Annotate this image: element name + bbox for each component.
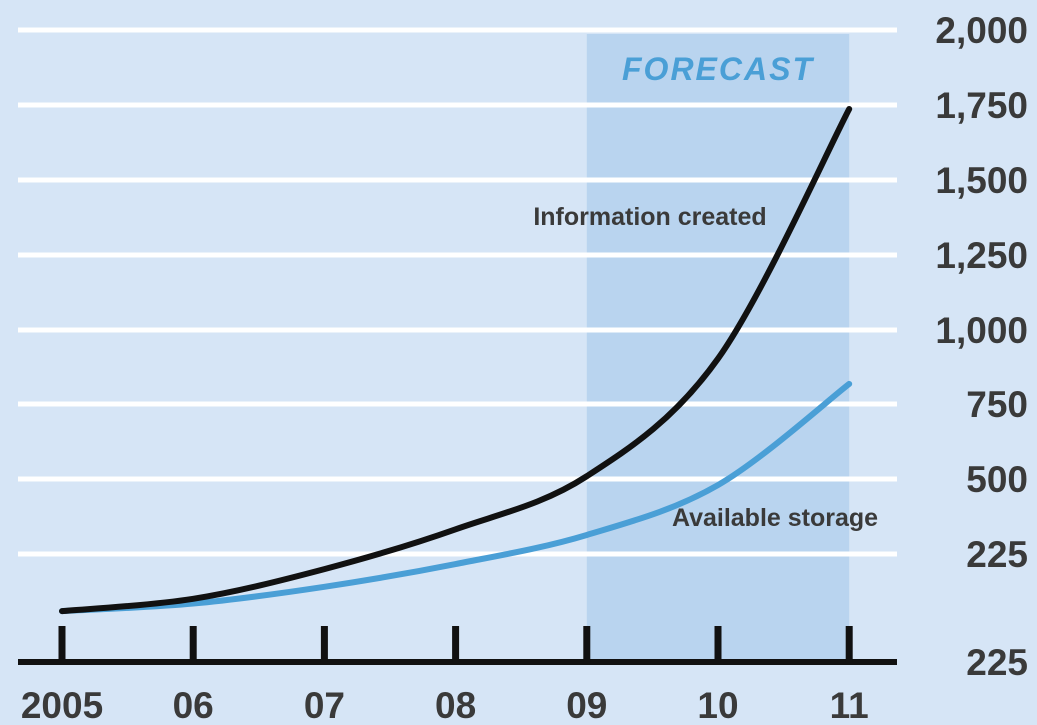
y-tick-label: 1,000 [935,310,1028,351]
x-tick-label: 07 [304,685,345,725]
y-tick-label: 2,000 [935,10,1028,51]
gridlines [18,27,897,557]
series-label: Information created [533,203,766,231]
series-label: Available storage [672,504,878,532]
x-tick-label: 09 [566,685,607,725]
series-line-available-storage [59,380,853,615]
forecast-label: FORECAST [622,51,814,87]
y-tick-label: 1,500 [935,160,1028,201]
x-tick-label: 2005 [21,685,103,725]
y-tick-label: 225 [966,642,1028,683]
x-tick-label: 08 [435,685,476,725]
y-tick-label: 1,250 [935,235,1028,276]
y-tick-label: 225 [966,534,1028,575]
series-layer [59,106,853,615]
forecast-region [586,34,850,662]
x-tick-label: 06 [173,685,214,725]
y-tick-label: 750 [966,384,1028,425]
x-tick-label: 10 [697,685,738,725]
series-line-information-created [59,106,853,615]
y-axis-labels: 2,000 1,750 1,500 1,250 1,000 750 500 225 225 [935,10,1028,683]
y-tick-label: 500 [966,459,1028,500]
x-axis: 2005 06 07 08 09 10 11 [18,626,897,725]
series-labels: Information created Available storage [533,203,878,532]
x-tick-label: 11 [830,685,869,725]
y-tick-label: 1,750 [935,85,1028,126]
